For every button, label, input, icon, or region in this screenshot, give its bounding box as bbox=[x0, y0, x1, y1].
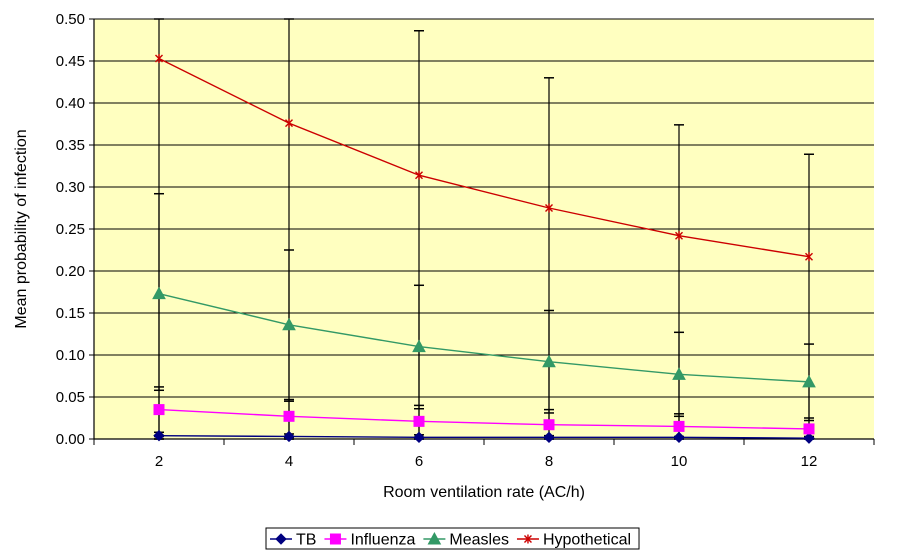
data-point-measles bbox=[672, 367, 686, 380]
data-point-influenza bbox=[673, 420, 685, 432]
legend-marker-measles bbox=[427, 531, 442, 545]
gridlines bbox=[94, 18, 874, 398]
x-tick-label: 2 bbox=[155, 453, 163, 470]
y-tick-label: 0.20 bbox=[56, 263, 85, 280]
y-axis-title: Mean probability of infection bbox=[13, 129, 30, 328]
legend-box bbox=[265, 527, 640, 550]
data-point-hypothetical bbox=[675, 231, 683, 241]
y-tick-label: 0.45 bbox=[56, 53, 85, 70]
data-point-measles bbox=[412, 339, 426, 353]
x-axis-title: Room ventilation rate (AC/h) bbox=[383, 484, 585, 501]
y-tick-label: 0.25 bbox=[56, 221, 85, 238]
data-point-measles bbox=[542, 354, 556, 368]
legend-item-hypothetical: Hypothetical bbox=[516, 532, 631, 549]
x-tick-label: 12 bbox=[801, 453, 818, 470]
data-point-measles bbox=[152, 286, 166, 300]
error-bars-hypothetical bbox=[154, 18, 814, 440]
y-tick-label: 0.05 bbox=[56, 389, 85, 406]
x-tick-label: 8 bbox=[545, 453, 553, 470]
legend-label: Hypothetical bbox=[543, 532, 631, 549]
data-point-tb bbox=[283, 430, 295, 443]
legend-marker-influenza bbox=[329, 533, 341, 545]
y-tick-label: 0.40 bbox=[56, 95, 85, 112]
data-point-tb bbox=[673, 431, 685, 444]
legend-marker-hypothetical bbox=[523, 534, 532, 544]
y-tick-label: 0.00 bbox=[56, 431, 85, 448]
data-point-influenza bbox=[413, 415, 425, 427]
series-line-tb bbox=[158, 434, 810, 439]
x-tick-label: 4 bbox=[285, 453, 293, 470]
data-point-tb bbox=[543, 431, 555, 444]
x-tick-label: 10 bbox=[671, 453, 688, 470]
data-point-influenza bbox=[283, 410, 295, 422]
data-point-influenza bbox=[153, 404, 165, 416]
series-line-influenza bbox=[158, 408, 810, 430]
legend-item-measles: Measles bbox=[423, 532, 509, 549]
legend-label: Influenza bbox=[350, 532, 415, 549]
data-point-influenza bbox=[543, 419, 555, 431]
legend: TB Influenza Measles Hypothetical bbox=[265, 527, 640, 550]
legend-label: TB bbox=[296, 532, 316, 549]
legend-label: Measles bbox=[449, 532, 509, 549]
y-tick-label: 0.15 bbox=[56, 305, 85, 322]
x-tick-label: 6 bbox=[415, 453, 423, 470]
legend-item-tb: TB bbox=[270, 532, 316, 549]
data-point-hypothetical bbox=[415, 170, 423, 180]
y-tick-label: 0.35 bbox=[56, 137, 85, 154]
data-point-tb bbox=[153, 429, 165, 442]
data-point-hypothetical bbox=[805, 252, 813, 262]
data-point-influenza bbox=[803, 423, 815, 435]
series-line-measles bbox=[158, 292, 810, 383]
y-tick-label: 0.10 bbox=[56, 347, 85, 364]
y-tick-label: 0.50 bbox=[56, 11, 85, 28]
data-point-hypothetical bbox=[285, 118, 293, 128]
data-point-tb bbox=[413, 431, 425, 444]
data-point-measles bbox=[802, 374, 816, 388]
data-point-hypothetical bbox=[545, 203, 553, 213]
data-point-measles bbox=[282, 317, 296, 331]
series-line-hypothetical bbox=[158, 57, 810, 258]
y-tick-label: 0.30 bbox=[56, 179, 85, 196]
legend-marker-tb bbox=[275, 533, 287, 545]
data-point-tb bbox=[803, 432, 815, 444]
legend-item-influenza: Influenza bbox=[324, 532, 415, 549]
data-point-hypothetical bbox=[155, 53, 163, 63]
